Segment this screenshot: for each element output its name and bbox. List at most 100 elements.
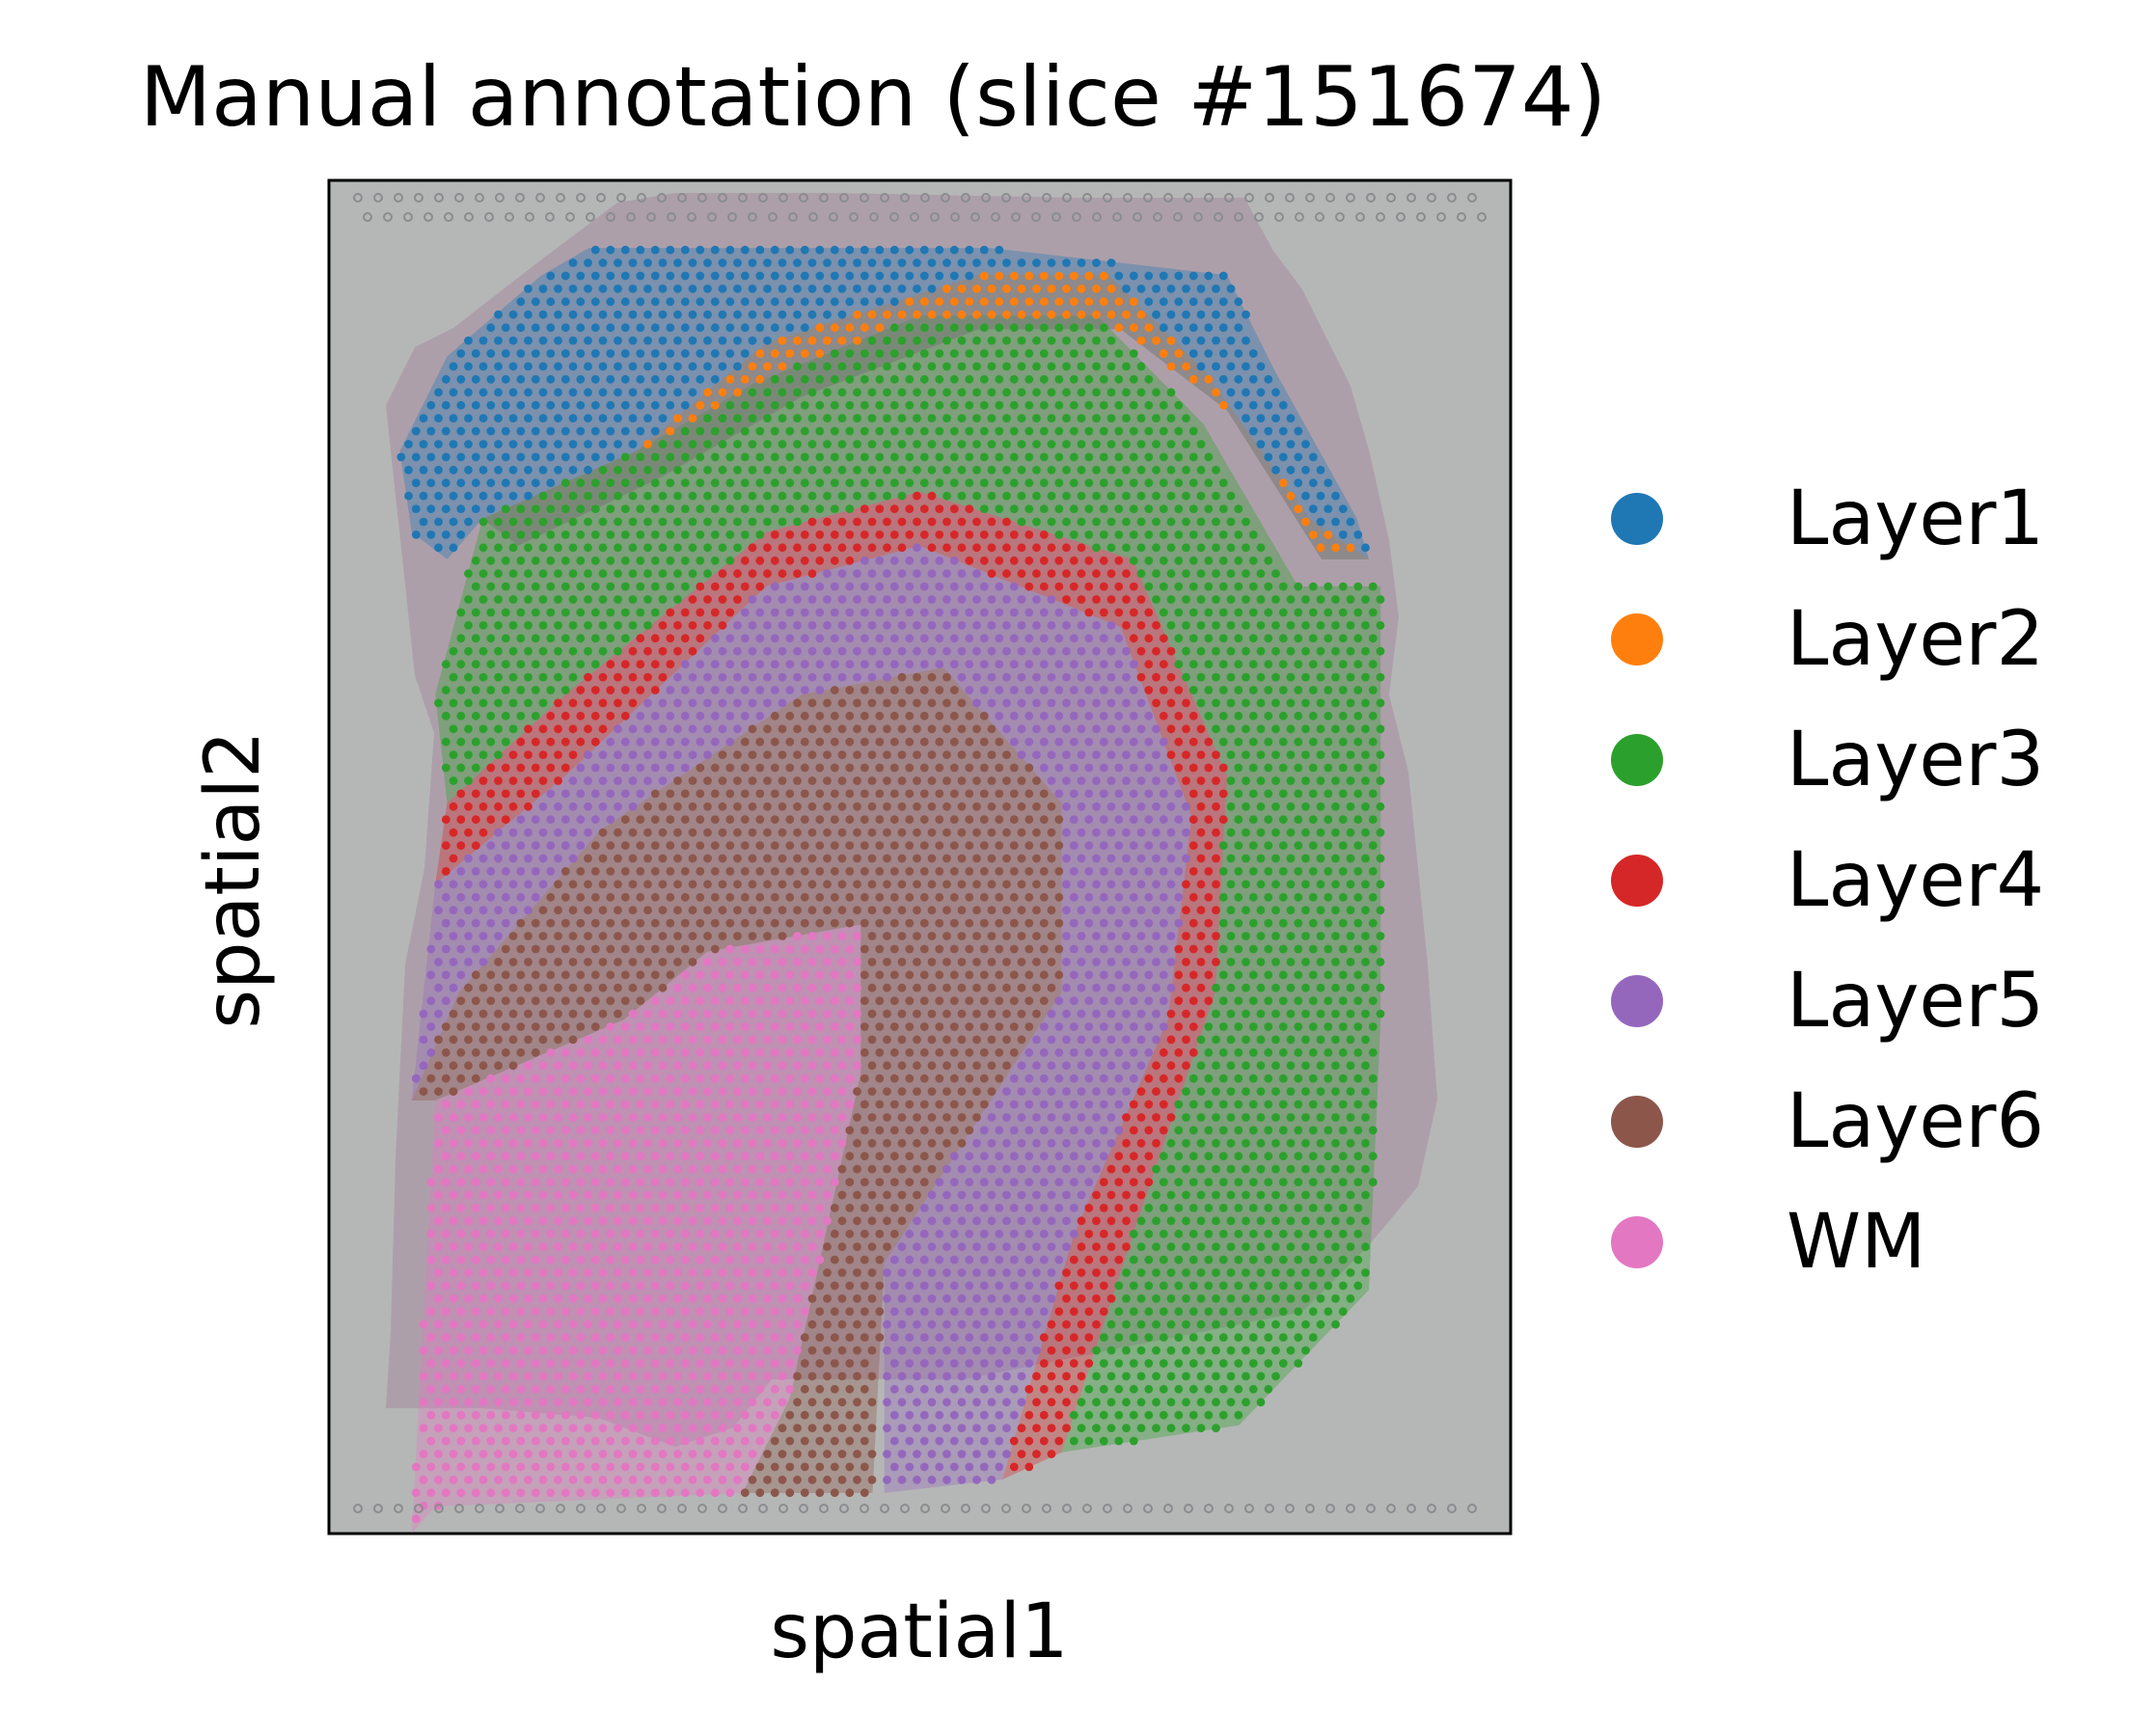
spot-wm bbox=[426, 1178, 436, 1186]
spot-layer6 bbox=[770, 841, 779, 850]
spot-wm bbox=[614, 1242, 622, 1252]
spot-layer6 bbox=[471, 996, 480, 1005]
spot-layer5 bbox=[1047, 1216, 1056, 1226]
spot-layer5 bbox=[987, 1294, 996, 1303]
spot-layer2 bbox=[860, 323, 869, 333]
spot-layer3 bbox=[1256, 932, 1266, 940]
spot-layer3 bbox=[1376, 776, 1385, 785]
spot-layer4 bbox=[949, 504, 959, 513]
spot-layer6 bbox=[935, 711, 944, 720]
spot-wm bbox=[524, 1268, 532, 1277]
spot-layer1 bbox=[494, 362, 503, 371]
spot-layer3 bbox=[1047, 440, 1056, 448]
spot-layer3 bbox=[785, 452, 795, 462]
spot-layer6 bbox=[598, 906, 608, 915]
spot-layer5 bbox=[927, 595, 937, 604]
spot-layer6 bbox=[636, 918, 645, 928]
spot-layer1 bbox=[1308, 504, 1318, 513]
spot-layer5 bbox=[1084, 892, 1094, 902]
spot-wm bbox=[546, 1126, 556, 1135]
spot-layer3 bbox=[1099, 426, 1108, 436]
spot-layer3 bbox=[1188, 530, 1198, 539]
spot-layer6 bbox=[614, 932, 622, 940]
spot-layer3 bbox=[666, 582, 675, 591]
spot-layer6 bbox=[486, 970, 496, 980]
spot-wm bbox=[718, 958, 727, 966]
spot-wm bbox=[748, 1087, 757, 1096]
spot-layer5 bbox=[1122, 1009, 1131, 1019]
spot-layer5 bbox=[531, 867, 540, 876]
spot-wm bbox=[464, 1294, 473, 1303]
spot-layer1 bbox=[680, 323, 690, 333]
spot-layer6 bbox=[785, 737, 795, 747]
spot-layer1 bbox=[748, 285, 757, 293]
spot-layer3 bbox=[1204, 1152, 1214, 1161]
spot-layer3 bbox=[919, 323, 929, 333]
spot-layer3 bbox=[1248, 608, 1258, 617]
spot-layer4 bbox=[1212, 932, 1220, 940]
spot-layer4 bbox=[449, 854, 458, 863]
spot-layer1 bbox=[1256, 362, 1266, 371]
spot-layer6 bbox=[905, 1022, 914, 1031]
spot-layer6 bbox=[979, 711, 989, 720]
spot-layer6 bbox=[501, 1047, 510, 1057]
spot-layer1 bbox=[1188, 323, 1198, 333]
spot-layer3 bbox=[1248, 1255, 1258, 1264]
spot-layer1 bbox=[1256, 388, 1266, 397]
spot-layer6 bbox=[725, 815, 735, 825]
spot-layer3 bbox=[1376, 906, 1385, 915]
spot-wm bbox=[793, 1138, 802, 1148]
spot-layer3 bbox=[614, 646, 622, 656]
spot-layer3 bbox=[1204, 1255, 1214, 1264]
spot-layer3 bbox=[889, 478, 899, 488]
spot-wm bbox=[643, 1087, 652, 1096]
spot-layer6 bbox=[942, 958, 951, 966]
spot-layer6 bbox=[867, 932, 877, 940]
spot-wm bbox=[733, 983, 742, 992]
spot-layer6 bbox=[1002, 802, 1011, 811]
spot-wm bbox=[614, 1113, 622, 1122]
spot-wm bbox=[748, 1061, 757, 1071]
spot-layer6 bbox=[1032, 1009, 1041, 1019]
spot-layer5 bbox=[1039, 1307, 1049, 1317]
spot-layer3 bbox=[935, 349, 944, 358]
spot-layer5 bbox=[1077, 828, 1086, 837]
spot-wm bbox=[830, 1022, 839, 1031]
spot-layer5 bbox=[1129, 970, 1138, 980]
spot-layer5 bbox=[837, 595, 847, 604]
spot-layer1 bbox=[673, 362, 682, 371]
spot-wm bbox=[815, 1152, 825, 1161]
spot-wm bbox=[807, 1216, 817, 1226]
spot-layer3 bbox=[1301, 1009, 1310, 1019]
spot-layer2 bbox=[987, 310, 996, 319]
spot-layer1 bbox=[456, 530, 466, 539]
spot-layer3 bbox=[987, 388, 996, 397]
spot-layer5 bbox=[1114, 815, 1124, 825]
spot-layer3 bbox=[1301, 621, 1310, 630]
spot-wm bbox=[785, 996, 795, 1005]
spot-layer6 bbox=[905, 1204, 914, 1212]
spot-layer4 bbox=[733, 595, 742, 604]
spot-layer6 bbox=[987, 802, 996, 811]
spot-layer6 bbox=[755, 789, 765, 799]
spot-layer3 bbox=[1182, 465, 1190, 475]
spot-layer6 bbox=[957, 958, 967, 966]
spot-layer5 bbox=[1152, 854, 1160, 863]
spot-layer3 bbox=[1062, 465, 1071, 475]
spot-layer3 bbox=[576, 634, 586, 643]
spot-layer3 bbox=[770, 478, 779, 488]
spot-layer1 bbox=[883, 258, 891, 267]
spot-layer1 bbox=[560, 452, 570, 462]
spot-wm bbox=[516, 1204, 526, 1212]
spot-layer3 bbox=[1024, 374, 1034, 384]
spot-layer5 bbox=[875, 660, 885, 669]
spot-layer5 bbox=[1099, 737, 1108, 747]
spot-layer3 bbox=[560, 504, 570, 513]
spot-layer1 bbox=[1204, 297, 1214, 307]
spot-layer6 bbox=[494, 1061, 503, 1071]
spot-wm bbox=[441, 1255, 450, 1264]
spot-layer3 bbox=[1286, 1087, 1296, 1096]
spot-layer3 bbox=[1144, 374, 1154, 384]
spot-wm bbox=[441, 1178, 450, 1186]
spot-layer6 bbox=[688, 932, 697, 940]
